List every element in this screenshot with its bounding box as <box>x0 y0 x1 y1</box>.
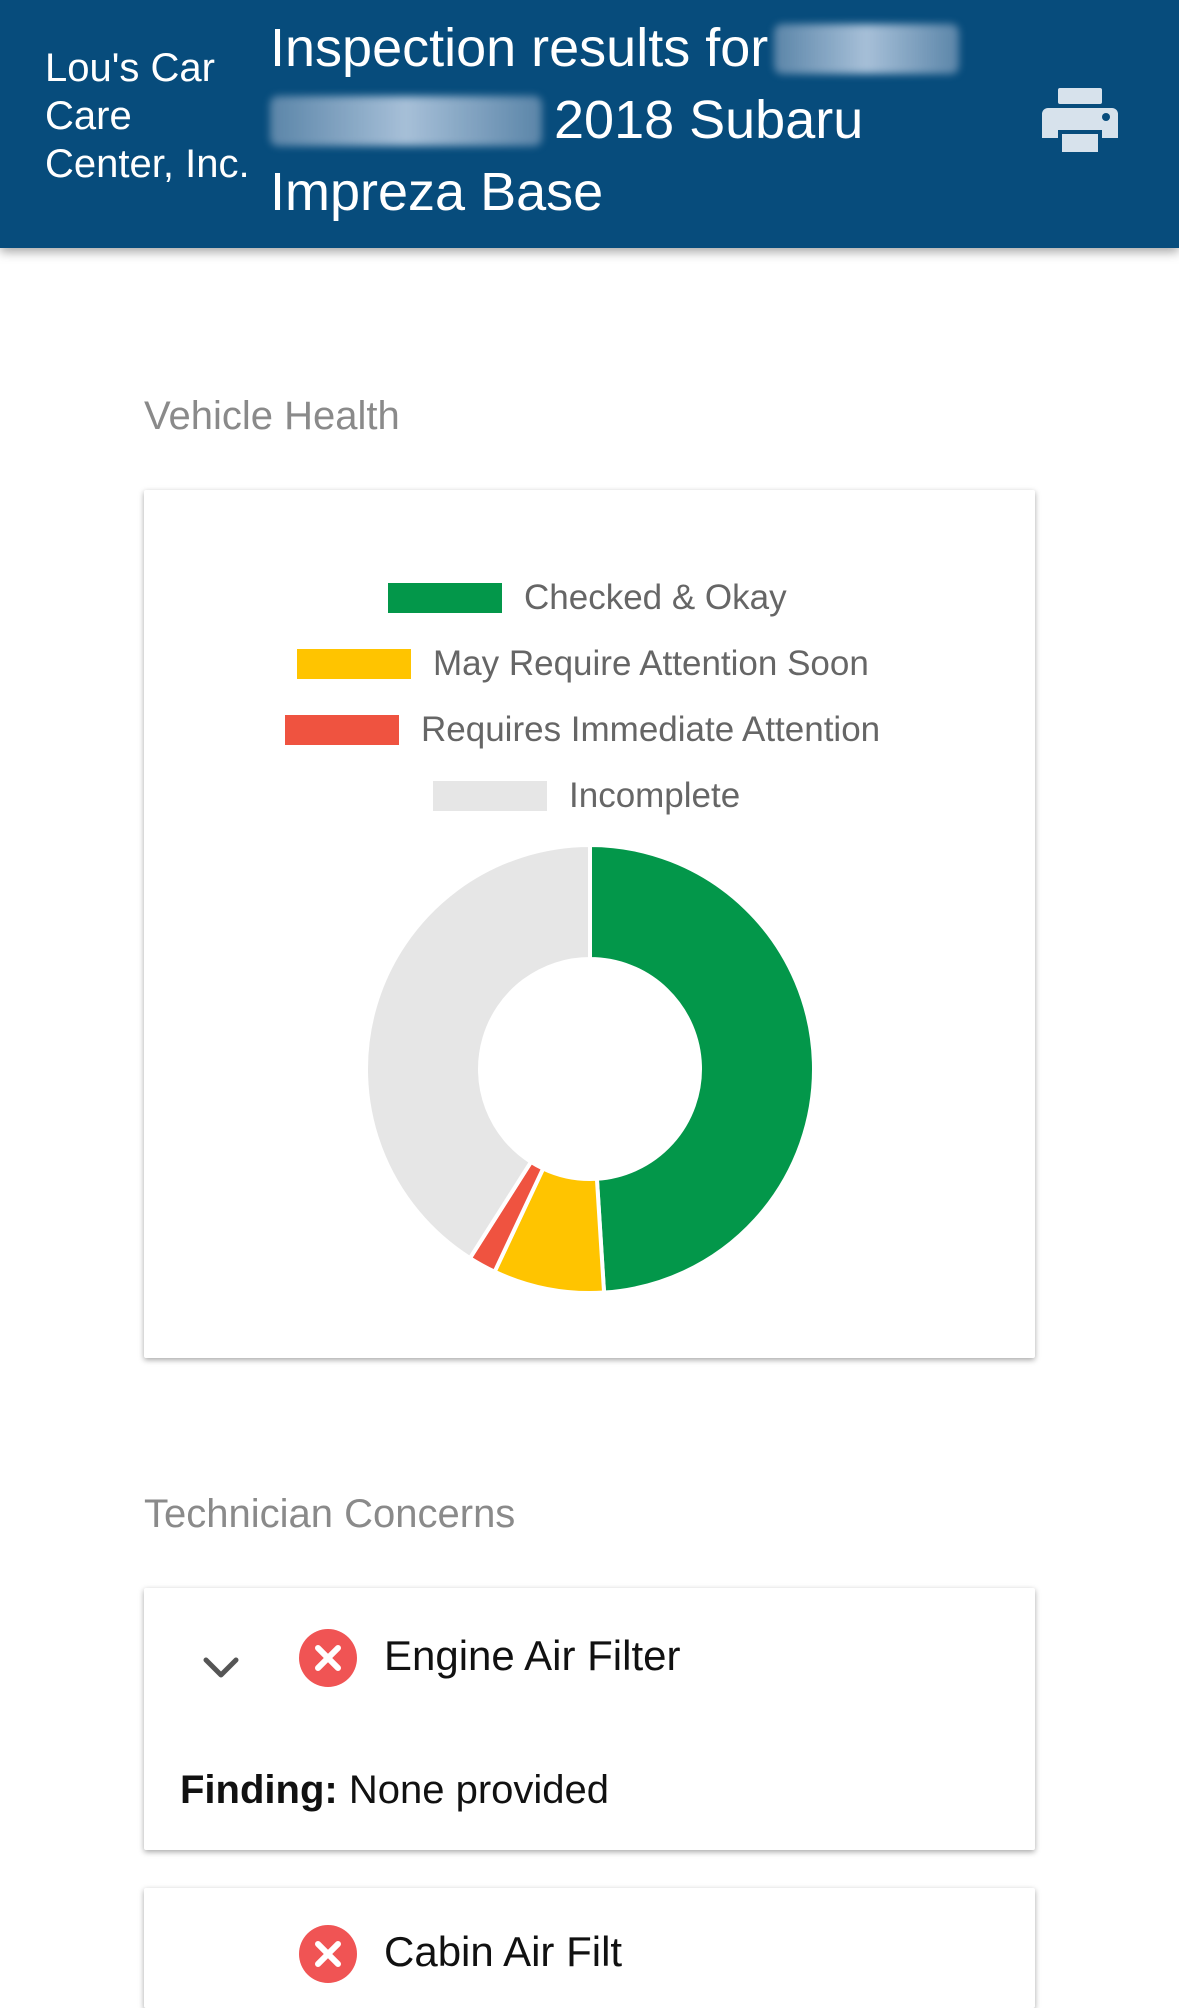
vehicle-health-donut-chart <box>365 844 815 1294</box>
legend-item-checked-okay[interactable]: Checked & Okay <box>388 578 787 617</box>
legend-swatch <box>297 649 411 679</box>
donut-slice-checked-okay[interactable] <box>588 844 815 1294</box>
legend-swatch <box>388 583 502 613</box>
finding-label: Finding: <box>180 1768 338 1812</box>
x-circle-icon <box>299 1925 357 1983</box>
concern-finding: Finding: None provided <box>180 1768 609 1813</box>
redacted-customer-name <box>774 24 960 74</box>
finding-value: None provided <box>348 1768 610 1812</box>
vehicle-health-card: Checked & Okay May Require Attention Soo… <box>144 490 1035 1358</box>
print-button[interactable] <box>1040 84 1120 156</box>
concern-name: Cabin Air Filt <box>384 1928 623 1975</box>
legend-item-incomplete[interactable]: Incomplete <box>433 776 741 815</box>
legend-swatch <box>433 781 547 811</box>
legend-label: Requires Immediate Attention <box>421 710 881 749</box>
technician-concerns-title: Technician Concerns <box>144 1492 516 1536</box>
title-vehicle: 2018 Subaru Impreza Base <box>270 90 864 222</box>
legend-item-immediate-attention[interactable]: Requires Immediate Attention <box>285 710 881 749</box>
concern-name: Engine Air Filter <box>384 1632 681 1679</box>
shop-name: Lou's Car Care Center, Inc. <box>45 46 250 186</box>
legend-label: May Require Attention Soon <box>433 644 869 683</box>
page-title: Inspection results for 2018 Subaru Imprez… <box>270 12 1030 228</box>
redacted-customer-name-2 <box>270 96 542 146</box>
legend-label: Checked & Okay <box>524 578 787 617</box>
printer-icon <box>1042 88 1118 152</box>
legend-item-attention-soon[interactable]: May Require Attention Soon <box>297 644 869 683</box>
title-prefix: Inspection results for <box>270 18 769 78</box>
app-header: Lou's Car Care Center, Inc. Inspection r… <box>0 0 1179 248</box>
x-circle-icon <box>299 1629 357 1687</box>
concern-card[interactable]: Engine Air Filter Finding: None provided <box>144 1588 1035 1850</box>
legend-swatch <box>285 715 399 745</box>
donut-slice-incomplete[interactable] <box>365 844 592 1261</box>
chevron-down-icon[interactable] <box>196 1648 246 1688</box>
vehicle-health-title: Vehicle Health <box>144 394 400 438</box>
concern-card[interactable]: Cabin Air Filt <box>144 1888 1035 2008</box>
legend-label: Incomplete <box>569 776 741 815</box>
